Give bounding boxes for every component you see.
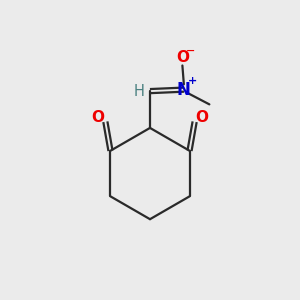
Text: +: + [188, 76, 197, 86]
Text: O: O [176, 50, 189, 65]
Text: N: N [177, 81, 191, 99]
Text: −: − [186, 46, 195, 56]
Text: H: H [134, 84, 144, 99]
Text: O: O [196, 110, 208, 125]
Text: O: O [92, 110, 104, 125]
